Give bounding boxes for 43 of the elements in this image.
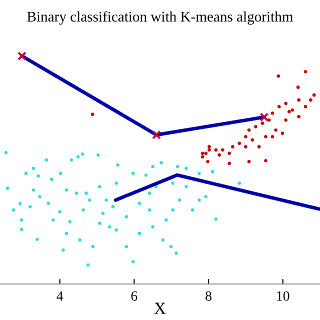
point bbox=[204, 152, 208, 156]
point bbox=[304, 104, 308, 108]
point bbox=[200, 155, 204, 158]
point bbox=[244, 145, 248, 148]
point bbox=[208, 148, 211, 152]
chart-title: Binary classification with K-means algorithm bbox=[27, 11, 294, 25]
point bbox=[274, 128, 278, 132]
point bbox=[280, 132, 284, 135]
point bbox=[270, 135, 274, 138]
point bbox=[220, 148, 224, 152]
point bbox=[264, 158, 268, 162]
x-axis-title: X bbox=[154, 302, 166, 314]
point bbox=[304, 70, 308, 74]
point bbox=[264, 135, 268, 138]
point bbox=[287, 110, 291, 114]
point bbox=[200, 152, 204, 156]
point bbox=[297, 114, 301, 118]
x-tick-label: 6 bbox=[131, 291, 138, 301]
x-tick-label: 4 bbox=[56, 291, 64, 301]
x-tick-label: 8 bbox=[206, 291, 212, 301]
point bbox=[284, 102, 288, 106]
point bbox=[270, 112, 274, 115]
point bbox=[218, 153, 221, 157]
point bbox=[228, 152, 232, 156]
point bbox=[284, 118, 288, 122]
point bbox=[228, 162, 232, 166]
x-tick-label: 10 bbox=[277, 291, 290, 301]
point bbox=[244, 135, 248, 138]
point bbox=[250, 138, 254, 142]
point bbox=[206, 160, 210, 164]
point bbox=[254, 124, 258, 128]
point bbox=[309, 98, 312, 102]
point bbox=[260, 122, 264, 125]
point bbox=[214, 148, 218, 152]
point bbox=[277, 104, 281, 108]
point bbox=[257, 145, 261, 148]
point bbox=[90, 112, 94, 116]
point bbox=[276, 74, 280, 78]
point bbox=[208, 145, 211, 148]
point bbox=[296, 86, 300, 89]
point bbox=[297, 98, 301, 102]
point bbox=[230, 145, 234, 148]
point bbox=[238, 142, 242, 146]
